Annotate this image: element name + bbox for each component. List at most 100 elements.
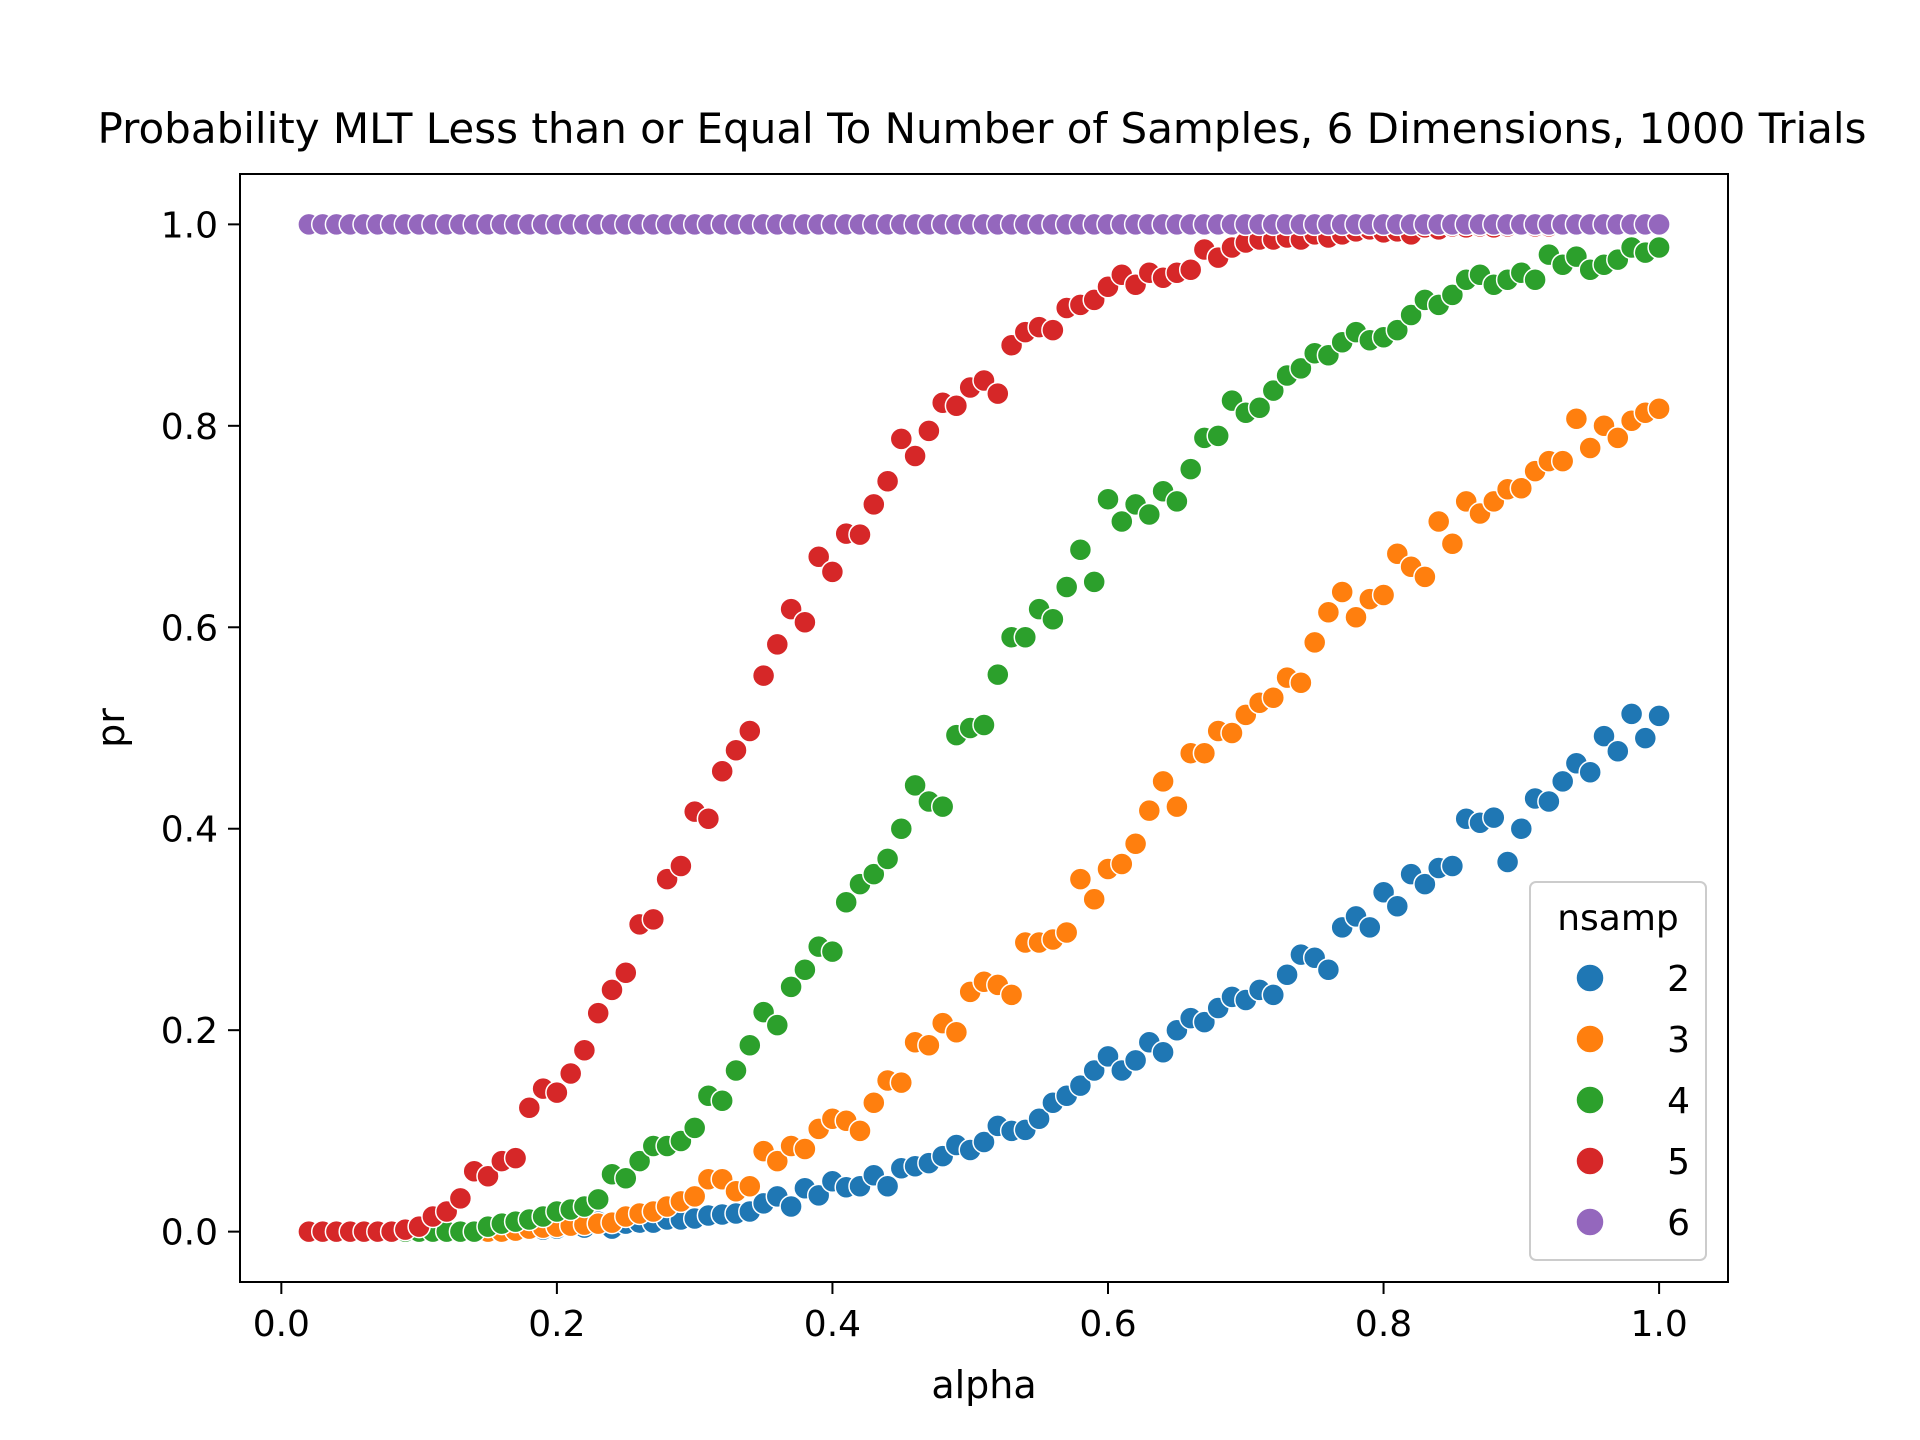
legend-marker: [1575, 1024, 1605, 1054]
data-point: [1302, 630, 1327, 655]
data-point: [572, 1038, 597, 1063]
data-point: [1647, 704, 1671, 728]
data-point: [986, 662, 1010, 687]
x-axis-ticks: 0.0 0.2 0.4 0.6 0.8 1.0: [253, 1282, 1688, 1345]
data-point: [1592, 724, 1616, 748]
data-point: [1509, 816, 1534, 841]
data-point: [1371, 880, 1396, 904]
data-point: [1165, 794, 1189, 819]
data-points: [297, 212, 1671, 1244]
data-point: [614, 961, 638, 985]
x-tick-label: 1.0: [1630, 1304, 1687, 1345]
data-point: [682, 1184, 707, 1209]
data-point: [1523, 268, 1547, 292]
data-point: [806, 1183, 831, 1208]
data-point: [1606, 426, 1630, 450]
data-point: [1578, 436, 1602, 460]
data-point: [834, 890, 858, 915]
data-point: [1564, 407, 1589, 431]
data-point: [738, 719, 762, 743]
data-point: [1619, 702, 1644, 726]
data-point: [1192, 741, 1217, 765]
data-point: [614, 1166, 638, 1191]
data-point: [972, 713, 996, 737]
data-point: [1482, 805, 1506, 830]
data-point: [1633, 726, 1658, 750]
x-tick-label: 0.0: [253, 1304, 310, 1345]
data-point: [738, 1174, 762, 1199]
data-point: [1289, 356, 1313, 381]
data-point: [1123, 832, 1148, 856]
data-point: [1509, 476, 1534, 501]
data-point: [1289, 670, 1313, 695]
y-tick-label: 0.2: [161, 1011, 218, 1052]
data-point: [1440, 283, 1465, 307]
data-point: [848, 1119, 872, 1143]
data-point: [1027, 1107, 1051, 1131]
y-tick-label: 0.8: [161, 407, 218, 448]
data-point: [1358, 915, 1382, 940]
series-6: [297, 212, 1671, 237]
data-point: [1537, 789, 1561, 814]
data-point: [1137, 798, 1162, 823]
data-point: [1413, 872, 1437, 896]
data-point: [600, 978, 624, 1002]
legend-box: [1529, 881, 1707, 1261]
data-point: [862, 862, 886, 886]
data-point: [586, 1001, 610, 1025]
data-point: [1385, 894, 1410, 919]
legend-marker: [1575, 1085, 1605, 1115]
data-point: [793, 957, 817, 982]
data-point: [1275, 963, 1299, 987]
data-point: [1344, 605, 1368, 629]
data-point: [889, 427, 914, 451]
data-point: [1096, 1044, 1120, 1069]
data-point: [1261, 983, 1286, 1007]
data-point: [1110, 509, 1134, 534]
x-tick-label: 0.8: [1355, 1304, 1412, 1345]
data-point: [1247, 395, 1272, 420]
data-point: [999, 983, 1024, 1007]
data-point: [448, 1186, 473, 1211]
data-point: [875, 847, 900, 871]
data-point: [793, 1137, 817, 1161]
data-point: [1647, 235, 1671, 260]
data-point: [903, 444, 927, 468]
legend-label: 5: [1667, 1142, 1690, 1183]
data-point: [1550, 449, 1575, 473]
data-point: [1440, 531, 1465, 556]
data-point: [517, 1095, 542, 1120]
data-point: [1206, 424, 1230, 448]
data-point: [1413, 565, 1437, 589]
data-point: [1426, 509, 1451, 534]
data-point: [545, 1080, 569, 1105]
legend-marker: [1575, 1207, 1605, 1237]
data-point: [1054, 575, 1079, 599]
data-point: [917, 419, 941, 443]
data-point: [1261, 378, 1286, 403]
y-tick-label: 1.0: [161, 205, 218, 246]
y-axis-label: pr: [89, 708, 133, 748]
data-point: [903, 773, 927, 798]
data-point: [1330, 580, 1354, 604]
data-point: [875, 469, 900, 493]
data-point: [765, 1013, 790, 1037]
chart-title: Probability MLT Less than or Equal To Nu…: [98, 104, 1867, 153]
data-point: [1261, 686, 1286, 710]
data-point: [1606, 739, 1630, 763]
data-point: [1137, 502, 1162, 527]
data-point: [1178, 457, 1203, 481]
data-point: [710, 759, 734, 784]
data-point: [1082, 570, 1106, 594]
data-point: [1082, 887, 1106, 911]
data-point: [765, 632, 790, 657]
legend-marker: [1575, 963, 1605, 993]
data-point: [1165, 489, 1189, 514]
legend-label: 6: [1667, 1203, 1690, 1244]
data-point: [1151, 1040, 1175, 1065]
x-axis-label: alpha: [931, 1363, 1036, 1407]
data-point: [503, 1146, 528, 1170]
data-point: [1054, 920, 1079, 945]
legend-label: 3: [1667, 1020, 1690, 1061]
